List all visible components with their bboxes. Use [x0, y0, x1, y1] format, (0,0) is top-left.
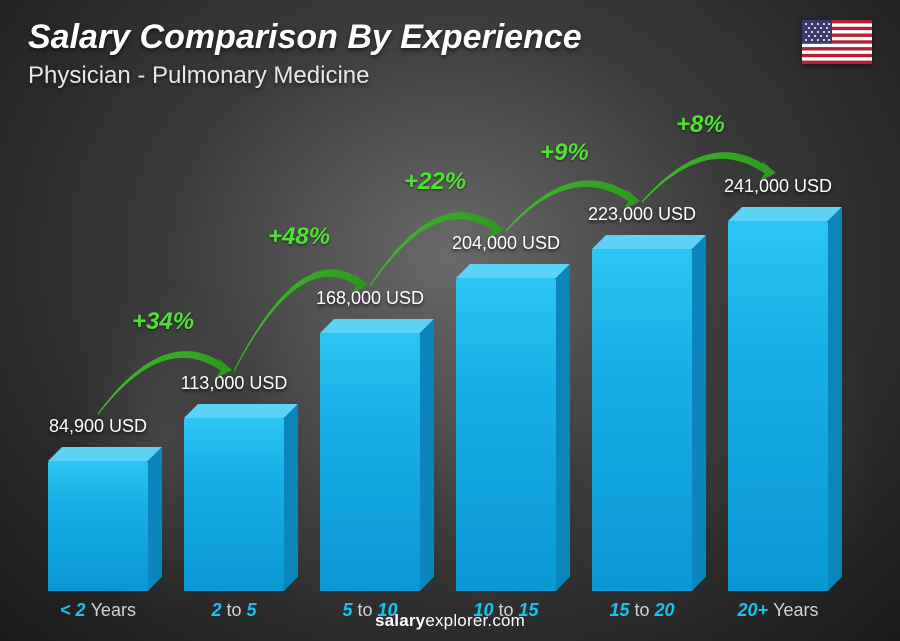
increase-pct-label: +8%: [676, 111, 725, 139]
bar: [320, 333, 420, 591]
chart-canvas: Salary Comparison By Experience Physicia…: [0, 0, 900, 641]
bar-value-label: 113,000 USD: [154, 373, 314, 394]
bar-value-label: 223,000 USD: [562, 204, 722, 225]
bar: [48, 461, 148, 591]
bar-value-label: 84,900 USD: [18, 416, 178, 437]
increase-pct-label: +9%: [540, 139, 589, 167]
bar: [456, 278, 556, 591]
bar-chart: 84,900 USD< 2 Years113,000 USD2 to 5168,…: [30, 71, 850, 591]
flag-icon: [802, 20, 872, 64]
footer-brand: salaryexplorer.com: [375, 611, 525, 631]
bar: [728, 221, 828, 591]
bar: [184, 418, 284, 591]
footer-brand-rest: explorer.com: [425, 611, 525, 630]
increase-pct-label: +34%: [132, 308, 194, 336]
increase-pct-label: +48%: [268, 223, 330, 251]
bar-value-label: 241,000 USD: [698, 176, 858, 197]
chart-title: Salary Comparison By Experience: [28, 18, 582, 57]
bar: [592, 249, 692, 591]
increase-pct-label: +22%: [404, 168, 466, 196]
bar-value-label: 204,000 USD: [426, 233, 586, 254]
bar-category-label: 20+ Years: [698, 600, 858, 621]
footer-brand-bold: salary: [375, 611, 425, 630]
bar-value-label: 168,000 USD: [290, 288, 450, 309]
